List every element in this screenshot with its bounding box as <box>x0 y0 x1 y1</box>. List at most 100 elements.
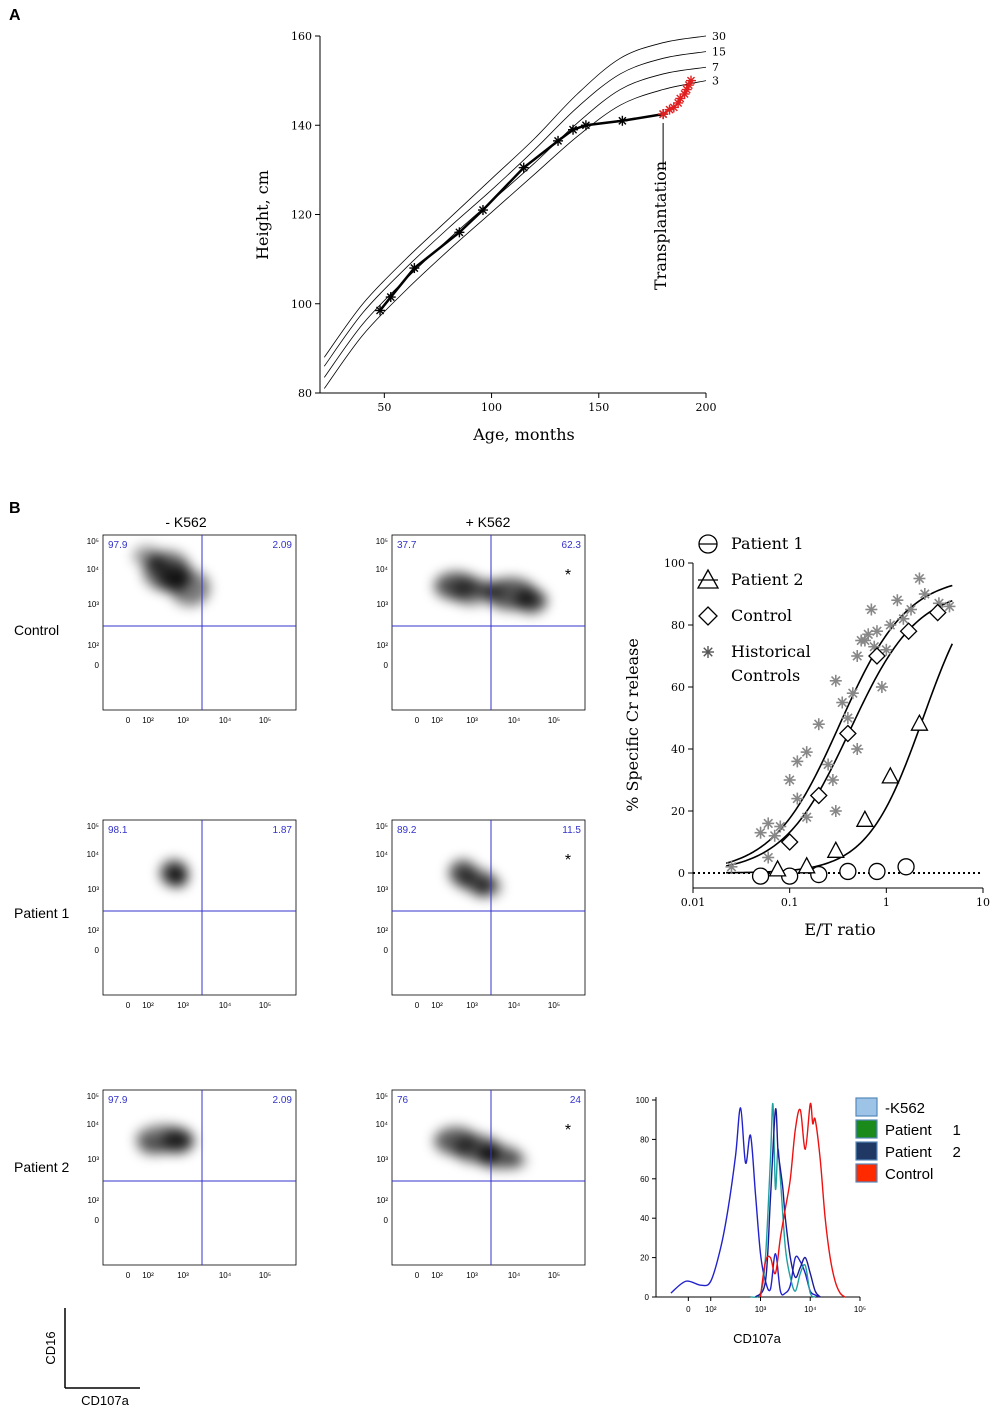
flow-y-tick-label: 10³ <box>87 885 99 894</box>
significance-marker: * <box>565 852 571 869</box>
flow-x-tick-label: 10² <box>431 1001 443 1010</box>
cr-legend-marker-triangle <box>696 568 720 589</box>
cr-point-historical-controls-stroke <box>944 601 955 612</box>
flow-quadrant-upper-left-value: 37.7 <box>397 540 417 551</box>
flow-x-tick-label: 10⁴ <box>508 716 521 725</box>
flow-density-blob <box>515 589 547 613</box>
hist-x-tick-label: 10⁵ <box>854 1305 866 1314</box>
cr-point-historical-controls-stroke <box>869 641 880 652</box>
cr-point-historical-controls-stroke <box>801 747 812 757</box>
column-header-plus-k562: + K562 <box>466 514 511 530</box>
patient-height-point-stroke <box>376 306 385 315</box>
flow-plot-control-plus-k562: 0 10² 10³ 10⁴ 10⁵ 0 10² 10³ 10⁴ 10⁵ 37.7 62.3 * <box>376 534 586 725</box>
flow-y-tick-label: 10² <box>87 926 99 935</box>
flow-x-tick-label: 0 <box>415 1271 420 1280</box>
hist-y-tick-label: 80 <box>640 1135 649 1144</box>
flow-plot-frame <box>391 1089 586 1266</box>
cr-point-historical-controls-stroke <box>837 697 848 708</box>
percentile-label-3: 3 <box>712 75 719 88</box>
cr-y-tick-label: 60 <box>671 681 685 694</box>
flow-quadrant-upper-left-value: 97.9 <box>108 540 128 551</box>
flow-density-blob <box>147 556 167 572</box>
flow-plot-frame <box>102 1089 297 1266</box>
flow-density-cloud <box>449 860 501 897</box>
cr-point-historical-controls <box>754 826 767 839</box>
flow-x-tick-label: 10⁴ <box>508 1271 521 1280</box>
flow-x-tick-label: 0 <box>126 1001 131 1010</box>
flow-y-tick-label: 10³ <box>376 1155 388 1164</box>
cr-legend-label-line: Historical <box>731 642 811 661</box>
flow-x-tick-label: 10² <box>142 1271 154 1280</box>
flow-density-blob <box>479 1144 499 1164</box>
cr-y-tick-label: 100 <box>664 557 685 570</box>
flow-x-tick-label: 10³ <box>466 1271 478 1280</box>
cr-x-tick-label: 10 <box>976 896 990 909</box>
growth-x-label: Age, months <box>472 425 575 444</box>
flow-x-tick-label: 10⁵ <box>548 716 560 725</box>
cr-y-tick-label: 40 <box>671 743 685 756</box>
transplantation-annotation: Transplantation <box>651 161 670 290</box>
cr-point-historical-controls <box>851 743 864 755</box>
patient-height-point <box>477 205 488 216</box>
flow-x-tick-label: 10⁴ <box>219 1271 232 1280</box>
flow-x-tick-label: 10⁵ <box>259 716 271 725</box>
post-transplant-point <box>685 75 696 86</box>
patient-height-point-stroke <box>386 293 395 302</box>
cr-point-historical-controls-stroke <box>877 682 887 692</box>
percentile-label-30: 30 <box>712 30 726 43</box>
flow-y-tick-label: 0 <box>95 946 100 955</box>
cr-point-historical-controls-stroke <box>848 688 858 699</box>
flow-plot-frame <box>102 534 297 711</box>
post-transplant-point-stroke <box>659 110 668 119</box>
flow-x-tick-label: 10³ <box>466 716 478 725</box>
flow-quadrant-upper-left-value: 98.1 <box>108 825 128 836</box>
percentile-curve-3 <box>323 80 707 389</box>
cr-legend-label-line: Controls <box>731 666 800 685</box>
cr-point-historical-controls-stroke <box>801 812 812 823</box>
cr-point-historical-controls <box>762 817 775 830</box>
panel-label-a: A <box>9 7 21 24</box>
cr-point-historical-controls-stroke <box>784 775 795 785</box>
cr-fit-control-fit <box>725 599 953 867</box>
cr-point-patient-1 <box>868 862 886 881</box>
flow-y-tick-label: 0 <box>95 661 100 670</box>
cr-point-historical-controls-stroke <box>906 604 916 615</box>
cr-point-patient-2 <box>881 766 900 784</box>
hist-x-tick-label: 10³ <box>755 1305 767 1314</box>
flow-x-tick-label: 10³ <box>177 716 189 725</box>
cr-point-historical-controls-stroke <box>828 775 838 785</box>
flow-y-tick-label: 10² <box>376 641 388 650</box>
flow-quadrant-upper-right-value: 11.5 <box>562 825 581 836</box>
flow-y-tick-label: 10⁴ <box>376 1120 389 1129</box>
patient-height-point-stroke <box>554 136 563 145</box>
cr-x-tick-label: 0.1 <box>781 896 799 909</box>
cr-point-patient-1 <box>810 865 828 884</box>
patient-height-point <box>568 124 579 135</box>
flow-y-tick-label: 10² <box>87 641 99 650</box>
cr-point-historical-controls-stroke <box>863 629 874 640</box>
flow-x-tick-label: 0 <box>126 1271 131 1280</box>
flow-y-tick-label: 0 <box>384 661 389 670</box>
growth-y-label: Height, cm <box>253 170 272 260</box>
flow-x-tick-label: 0 <box>415 1001 420 1010</box>
growth-y-tick-label: 140 <box>291 119 312 132</box>
post-transplant-point-stroke <box>686 76 696 85</box>
flow-quadrant-upper-right-value: 2.09 <box>273 540 293 551</box>
cr-legend-label: Historical Controls <box>731 642 811 685</box>
cr-point-historical-controls <box>841 712 854 724</box>
hist-legend-label: Patient 2 <box>885 1144 961 1161</box>
cr-point-historical-controls <box>897 612 910 625</box>
cr-point-historical-controls <box>791 755 804 768</box>
cr-point-historical-controls-stroke <box>852 744 863 754</box>
cr-legend-marker-diamond <box>698 606 718 626</box>
flow-density-blob <box>170 570 210 606</box>
flow-x-tick-label: 10² <box>431 1271 443 1280</box>
flow-y-tick-label: 10⁴ <box>376 565 389 574</box>
flow-plot-patient-2-minus-k562: 0 10² 10³ 10⁴ 10⁵ 0 10² 10³ 10⁴ 10⁵ 97.9 2.09 <box>87 1089 297 1280</box>
growth-x-tick-label: 150 <box>588 401 609 414</box>
cr-point-historical-controls <box>791 792 804 805</box>
flow-plot-frame <box>391 819 586 996</box>
flow-density-cloud <box>434 572 547 613</box>
cr-y-tick-label: 20 <box>671 805 685 818</box>
flow-y-tick-label: 10⁵ <box>376 822 388 831</box>
